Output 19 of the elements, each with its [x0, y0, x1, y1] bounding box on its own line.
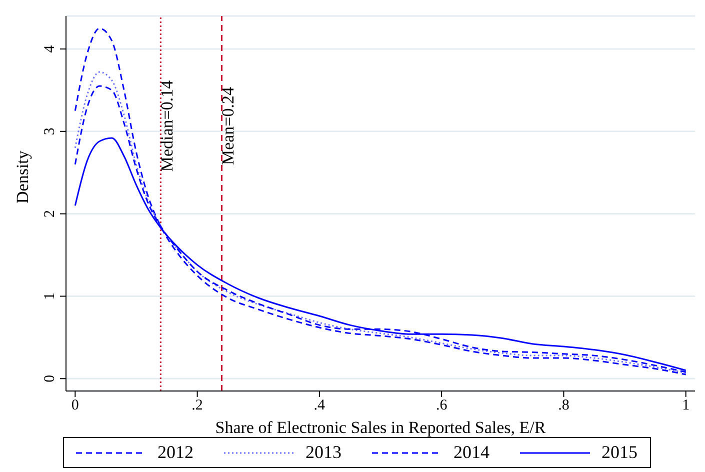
ref-line-label: Median=0.14	[158, 80, 177, 172]
x-tick-label: .4	[314, 398, 326, 414]
y-tick-label: 1	[42, 292, 58, 300]
y-axis-title: Density	[13, 150, 32, 204]
legend-label: 2015	[602, 442, 638, 463]
x-tick-label: .2	[192, 398, 203, 414]
ref-line-label: Mean=0.24	[218, 86, 238, 166]
y-tick-label: 4	[42, 44, 58, 53]
x-tick-label: 0	[71, 398, 79, 414]
x-tick-label: .6	[436, 398, 448, 414]
legend-label: 2013	[306, 442, 342, 463]
y-tick-label: 2	[42, 210, 58, 218]
x-tick-label: 1	[682, 398, 690, 414]
x-axis-title: Share of Electronic Sales in Reported Sales, E/R	[215, 418, 546, 437]
y-tick-label: 3	[42, 128, 58, 136]
legend-label: 2012	[158, 442, 194, 463]
y-tick-label: 0	[42, 374, 58, 382]
legend-label: 2014	[454, 442, 490, 463]
x-tick-label: .8	[558, 398, 570, 414]
